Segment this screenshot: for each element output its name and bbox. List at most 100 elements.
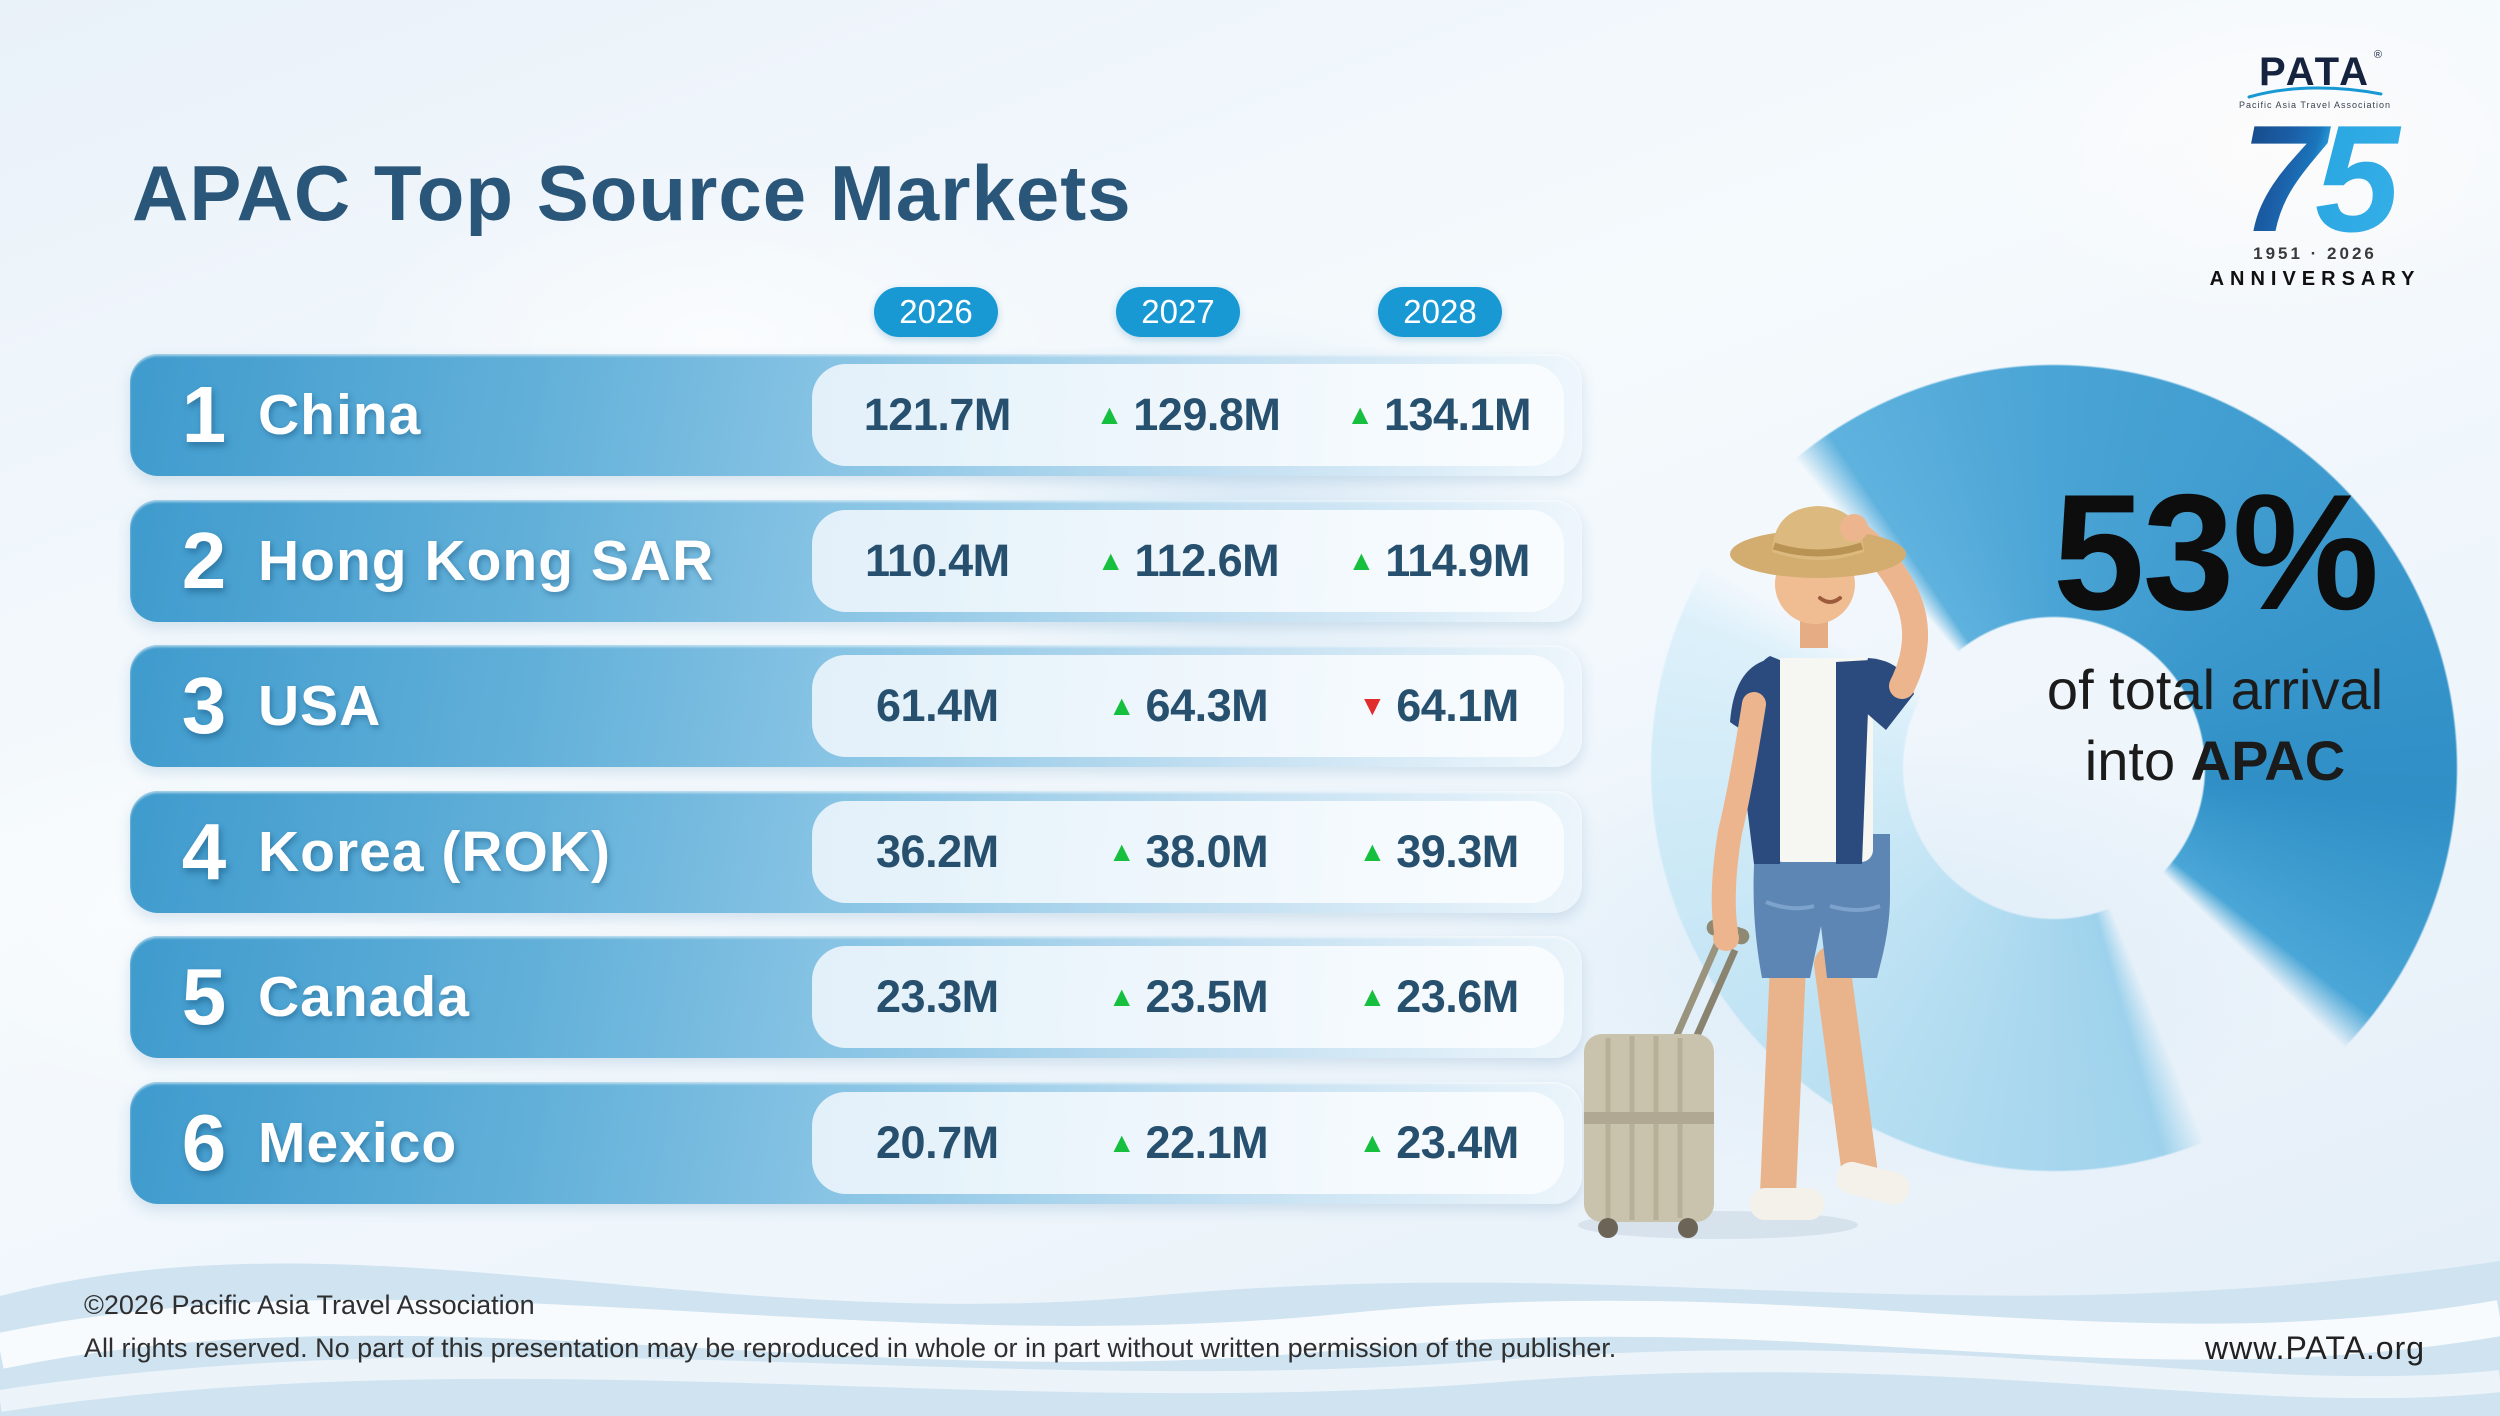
arrivals-value: 110.4M — [865, 534, 1010, 586]
year-chip-2027: 2027 — [1116, 287, 1240, 337]
right-leg — [1814, 946, 1878, 1192]
values-panel: 20.7M ▲ 22.1M ▲ 23.4M — [812, 1092, 1564, 1194]
stat-apac-bold: APAC — [2190, 729, 2346, 792]
trend-up-icon: ▲ — [1358, 1127, 1387, 1158]
arrival-share-stat: 53% of total arrival into APAC — [1975, 470, 2455, 793]
arrivals-value: 64.3M — [1145, 680, 1269, 732]
arrivals-value: 23.4M — [1396, 1117, 1519, 1168]
values-panel: 121.7M ▲ 129.8M ▲ 134.1M — [812, 364, 1564, 466]
arrivals-value: 129.8M — [1133, 389, 1281, 440]
values-panel: 110.4M ▲ 112.6M ▲ 114.9M — [812, 509, 1564, 612]
logo-anniversary-label: ANNIVERSARY — [2209, 267, 2421, 290]
value-cell: ▲ 129.8M — [1063, 364, 1314, 466]
market-row: 3 USA 61.4M ▲ 64.3M ▼ 64.1M — [130, 645, 1582, 768]
year-chip-2026: 2026 — [874, 287, 998, 337]
market-name: Hong Kong SAR — [258, 528, 715, 593]
arrivals-value: 20.7M — [876, 1117, 999, 1168]
value-cell: ▲ 64.3M — [1063, 655, 1314, 757]
arrivals-value: 36.2M — [876, 825, 999, 877]
arrivals-value: 112.6M — [1134, 534, 1280, 586]
stat-percent: 53% — [2052, 460, 2379, 644]
hand-on-hat — [1840, 514, 1868, 542]
value-cell: ▲ 22.1M — [1063, 1092, 1314, 1194]
rank-number: 1 — [181, 370, 227, 459]
website-url: www.PATA.org — [2205, 1330, 2426, 1366]
trend-up-icon: ▲ — [1095, 399, 1124, 430]
registered-mark: ® — [2373, 49, 2385, 61]
trend-up-icon: ▲ — [1346, 399, 1374, 430]
rank-number: 4 — [181, 806, 227, 896]
values-panel: 36.2M ▲ 38.0M ▲ 39.3M — [812, 800, 1564, 903]
market-name: USA — [258, 674, 382, 739]
market-name: Canada — [258, 965, 470, 1030]
stat-line2: into APAC — [2084, 729, 2346, 792]
left-sneaker — [1750, 1188, 1824, 1220]
arrivals-value: 23.6M — [1396, 971, 1519, 1023]
arrivals-value: 114.9M — [1385, 534, 1530, 586]
value-cell: ▲ 38.0M — [1063, 801, 1314, 903]
logo-years: 1951 · 2026 — [2253, 243, 2377, 263]
logo-subtitle: Pacific Asia Travel Association — [2238, 100, 2392, 110]
trend-up-icon: ▲ — [1096, 544, 1125, 576]
market-row: 4 Korea (ROK) 36.2M ▲ 38.0M ▲ 39.3M — [130, 790, 1582, 913]
page-title: APAC Top Source Markets — [132, 149, 1132, 238]
traveler-illustration — [1578, 506, 1929, 1239]
year-chip-2028: 2028 — [1378, 287, 1502, 337]
values-panel: 23.3M ▲ 23.5M ▲ 23.6M — [812, 946, 1564, 1049]
market-name: China — [258, 383, 422, 447]
arrivals-value: 121.7M — [863, 389, 1012, 440]
bottom-waves-decoration — [0, 1261, 2500, 1416]
value-cell: 36.2M — [812, 801, 1063, 903]
market-row: 5 Canada 23.3M ▲ 23.5M ▲ 23.6M — [130, 936, 1582, 1059]
rights-text: All rights reserved. No part of this pre… — [84, 1333, 1617, 1363]
value-cell: ▼ 64.1M — [1313, 655, 1564, 757]
shirt-right-panel — [1836, 660, 1870, 864]
value-cell: ▲ 114.9M — [1313, 510, 1564, 612]
right-sneaker — [1836, 1161, 1910, 1205]
market-row: 6 Mexico 20.7M ▲ 22.1M ▲ 23.4M — [130, 1082, 1582, 1204]
pata-75-anniversary-logo: PATA ® Pacific Asia Travel Association 75… — [2190, 49, 2440, 291]
value-cell: 61.4M — [812, 655, 1063, 757]
stat-line1: of total arrival — [2046, 658, 2384, 721]
market-row: 2 Hong Kong SAR 110.4M ▲ 112.6M ▲ 114.9M — [130, 499, 1582, 622]
arrivals-value: 134.1M — [1383, 389, 1532, 440]
market-name: Korea (ROK) — [258, 819, 612, 884]
arrivals-value: 61.4M — [876, 680, 999, 732]
arrivals-value: 39.3M — [1396, 825, 1519, 877]
values-panel: 61.4M ▲ 64.3M ▼ 64.1M — [812, 655, 1564, 758]
lowered-arm — [1711, 692, 1766, 944]
trend-up-icon: ▲ — [1358, 835, 1387, 867]
arrivals-value: 64.1M — [1396, 680, 1519, 732]
rank-number: 5 — [181, 952, 227, 1042]
value-cell: ▲ 23.5M — [1063, 946, 1314, 1048]
market-row: 1 China 121.7M ▲ 129.8M ▲ 134.1M — [130, 354, 1582, 476]
arrivals-value: 23.5M — [1145, 971, 1269, 1023]
trend-up-icon: ▲ — [1107, 835, 1136, 867]
suitcase-icon — [1584, 919, 1750, 1238]
value-cell: ▲ 112.6M — [1063, 510, 1314, 612]
hat-band — [1772, 542, 1864, 557]
smile — [1818, 596, 1842, 604]
rank-number: 2 — [181, 515, 227, 605]
value-cell: 23.3M — [812, 946, 1063, 1048]
trend-down-icon: ▼ — [1358, 690, 1387, 722]
arrivals-value: 22.1M — [1145, 1117, 1269, 1168]
value-cell: 20.7M — [812, 1092, 1063, 1194]
left-leg — [1760, 946, 1806, 1212]
value-cell: 121.7M — [812, 364, 1063, 466]
trend-up-icon: ▲ — [1107, 1127, 1136, 1158]
rank-number: 6 — [181, 1098, 227, 1187]
value-cell: ▲ 134.1M — [1313, 364, 1564, 466]
trend-up-icon: ▲ — [1107, 690, 1136, 722]
logo-swoosh-icon — [2247, 86, 2383, 99]
rank-number: 3 — [181, 661, 227, 751]
value-cell: 110.4M — [812, 510, 1063, 612]
value-cell: ▲ 39.3M — [1313, 801, 1564, 903]
trend-up-icon: ▲ — [1358, 981, 1387, 1013]
trend-up-icon: ▲ — [1347, 544, 1376, 576]
trend-up-icon: ▲ — [1107, 981, 1136, 1013]
denim-shorts — [1753, 834, 1890, 978]
straw-hat-crown — [1772, 506, 1864, 560]
arrivals-value: 23.3M — [876, 971, 999, 1023]
